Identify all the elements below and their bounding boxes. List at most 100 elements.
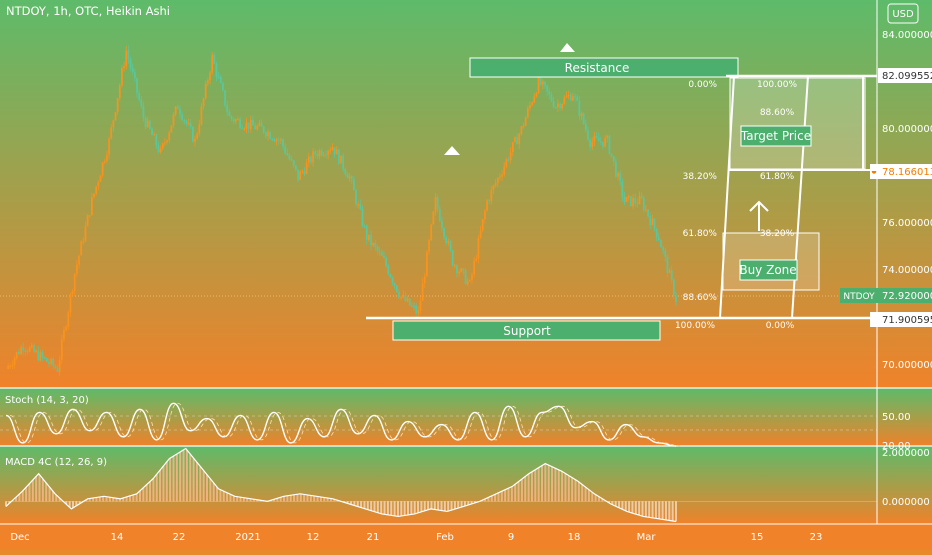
price-candle (473, 260, 476, 275)
price-candle (398, 291, 400, 298)
support-box[interactable] (392, 320, 661, 341)
macd-histogram-bar (149, 481, 152, 502)
price-candle (559, 103, 561, 109)
macd-histogram-bar (222, 491, 225, 502)
macd-histogram-bar (202, 470, 205, 502)
price-candle (151, 128, 153, 135)
price-candle (374, 242, 377, 247)
macd-histogram-bar (651, 501, 654, 518)
price-candle (26, 350, 29, 353)
last-price-label: 72.920000 (882, 291, 932, 302)
macd-histogram-bar (524, 476, 527, 502)
fib-left-line[interactable] (719, 75, 735, 319)
price-candle (432, 211, 435, 225)
price-candle (125, 50, 128, 67)
price-candle (456, 265, 458, 273)
price-candle (54, 365, 57, 368)
fib-left-0: 0.00% (688, 80, 717, 90)
macd-histogram-bar (18, 494, 21, 502)
price-candle (33, 345, 35, 352)
macd-histogram-bar (420, 501, 423, 512)
macd-histogram-bar (239, 497, 242, 502)
drawings[interactable]: Resistance Support Target Price Buy Zone… (366, 43, 877, 341)
macd-histogram-bar (329, 498, 332, 502)
price-candle (271, 138, 274, 140)
price-candle (288, 155, 291, 160)
time-tick-2021: 2021 (235, 532, 260, 543)
price-candle (108, 138, 110, 155)
target-zone[interactable] (729, 77, 866, 170)
price-candle (460, 268, 463, 272)
price-candle (159, 148, 162, 152)
price-candle (496, 177, 499, 184)
macd-histogram-bar (437, 501, 440, 511)
price-candle (95, 186, 98, 194)
macd-histogram-bar (497, 492, 500, 502)
price-candle (640, 196, 643, 199)
macd-histogram-bar (293, 494, 296, 502)
macd-histogram-bar (460, 501, 463, 507)
price-candle (176, 106, 179, 109)
price-candle (146, 120, 149, 128)
price-candle (194, 138, 196, 142)
currency-button[interactable] (887, 3, 919, 24)
price-candle (344, 168, 347, 175)
macd-histogram-bar (494, 494, 497, 502)
macd-histogram-bar (487, 497, 490, 502)
price-candle (69, 294, 72, 313)
buy-zone-box[interactable] (739, 259, 798, 281)
chart-title: NTDOY, 1h, OTC, Heikin Ashi (6, 4, 170, 18)
resistance-up-arrow[interactable] (560, 43, 575, 52)
price-candle (526, 108, 529, 118)
time-tick-15: 15 (751, 532, 764, 543)
price-candle (614, 161, 617, 177)
price-candle (106, 154, 108, 161)
price-candle (434, 197, 437, 212)
macd-histogram-bar (85, 499, 88, 502)
price-candle (260, 122, 263, 127)
buy-up-arrow[interactable] (749, 200, 769, 231)
price-candle (181, 114, 183, 121)
price-candle (352, 179, 355, 191)
price-axis[interactable]: 84.000000 80.000000 76.000000 74.000000 … (840, 30, 932, 371)
price-candle (254, 125, 257, 130)
time-tick-dec: Dec (10, 532, 29, 543)
price-candle (155, 134, 158, 146)
fib-right-61: 61.80% (760, 172, 795, 182)
price-candle (15, 351, 18, 358)
macd-label: MACD 4C (12, 26, 9) (5, 457, 107, 468)
macd-histogram-bar (58, 498, 61, 502)
breakout-up-arrow[interactable] (444, 146, 460, 155)
macd-histogram-bar (122, 497, 125, 502)
macd-histogram-bar (514, 484, 517, 502)
macd-histogram-bar (25, 487, 28, 502)
price-candle (445, 237, 448, 244)
price-candle (458, 271, 461, 273)
macd-histogram-bar (286, 495, 289, 502)
price-candle (161, 143, 164, 149)
macd-histogram-bar (396, 501, 399, 517)
macd-histogram-bar (433, 501, 436, 510)
price-candle (415, 306, 418, 314)
time-axis[interactable]: Dec 14 22 2021 12 21 Feb 9 18 Mar 15 23 (10, 532, 822, 543)
macd-histogram-bar (423, 501, 426, 511)
macd-histogram-bar (65, 501, 68, 505)
resistance-box[interactable] (469, 57, 739, 78)
price-candle (331, 147, 334, 151)
price-candle (172, 114, 175, 126)
currency-label: USD (892, 9, 914, 20)
target-price-box[interactable] (740, 125, 812, 147)
macd-histogram-bar (273, 499, 275, 502)
macd-histogram-bar (303, 494, 306, 502)
price-candle (387, 265, 390, 275)
macd-histogram-bar (618, 501, 621, 508)
price-candle (215, 63, 218, 77)
fib-left-61: 61.80% (683, 229, 718, 239)
price-candle (408, 298, 411, 306)
price-candle (421, 283, 424, 301)
macd-histogram-bar (668, 501, 671, 521)
macd-histogram-bar (165, 461, 168, 502)
price-candle (599, 141, 602, 143)
macd-histogram-bar (182, 449, 185, 502)
